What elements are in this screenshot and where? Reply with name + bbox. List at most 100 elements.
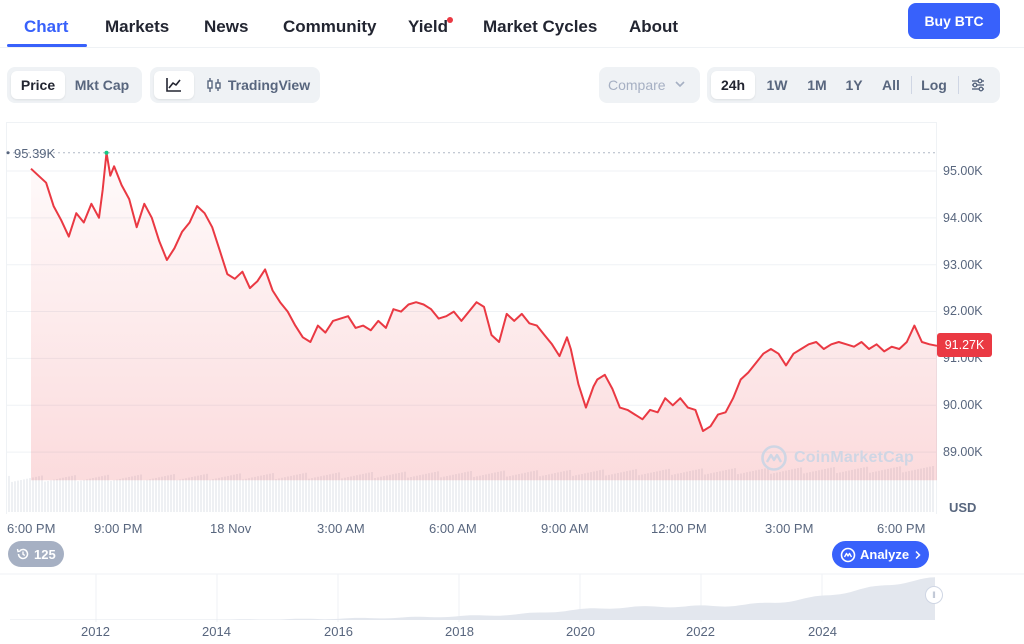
volume-bar <box>608 474 610 512</box>
volume-bar <box>893 467 895 512</box>
tradingview-label: TradingView <box>227 77 311 93</box>
overview-year-label: 2014 <box>202 624 231 639</box>
volume-bar <box>416 475 418 512</box>
volume-bar <box>728 469 730 512</box>
volume-bar <box>878 470 880 512</box>
volume-bar <box>884 469 886 512</box>
volume-bar <box>137 475 139 512</box>
volume-bar <box>716 471 718 512</box>
volume-bar <box>233 474 235 512</box>
volume-bar <box>914 469 916 512</box>
line-chart-button[interactable] <box>154 71 194 99</box>
grip-icon: ‖ <box>932 590 936 600</box>
tab-markets[interactable]: Markets <box>105 17 170 36</box>
max-price-label: 95.39K <box>14 146 56 161</box>
volume-bar <box>638 475 640 512</box>
history-overview-chart[interactable] <box>0 570 1024 622</box>
volume-bar <box>836 473 838 512</box>
volume-bar <box>335 473 337 512</box>
x-tick-label: 6:00 PM <box>7 521 56 536</box>
volume-bar <box>56 479 58 512</box>
range-all[interactable]: All <box>882 77 900 93</box>
volume-bar <box>671 474 673 512</box>
volume-bar <box>740 473 742 512</box>
volume-bar <box>266 474 268 512</box>
range-24h[interactable]: 24h <box>711 71 755 99</box>
mktcap-button[interactable]: Mkt Cap <box>74 77 130 93</box>
volume-bar <box>758 469 760 512</box>
analyze-button[interactable]: Analyze <box>832 541 929 568</box>
tab-market-cycles[interactable]: Market Cycles <box>483 17 598 36</box>
volume-bar <box>146 479 148 512</box>
volume-bar <box>800 467 802 512</box>
volume-bar <box>536 470 538 512</box>
volume-bar <box>452 474 454 512</box>
volume-bar <box>377 477 379 512</box>
range-1y[interactable]: 1Y <box>845 77 863 93</box>
volume-bar <box>374 477 376 512</box>
compare-dropdown[interactable]: Compare <box>599 67 700 103</box>
volume-bar <box>509 475 511 512</box>
volume-bar <box>182 478 184 512</box>
volume-bar <box>434 471 436 512</box>
volume-bar <box>203 474 205 512</box>
volume-bar <box>521 473 523 512</box>
volume-bar <box>422 474 424 512</box>
tab-news[interactable]: News <box>204 17 249 36</box>
tab-chart[interactable]: Chart <box>24 17 69 36</box>
chart-settings-button[interactable] <box>961 71 995 99</box>
volume-bar <box>269 473 271 512</box>
volume-bar <box>902 472 904 512</box>
volume-bar <box>686 471 688 512</box>
volume-bar <box>275 479 277 512</box>
price-area <box>31 152 937 481</box>
tab-community[interactable]: Community <box>283 17 377 36</box>
buy-btc-button[interactable]: Buy BTC <box>908 3 1000 39</box>
range-slider-handle[interactable]: ‖ <box>925 586 943 604</box>
volume-bar <box>806 472 808 512</box>
price-chart[interactable] <box>0 0 1024 520</box>
volume-bar <box>584 473 586 512</box>
volume-bar <box>272 473 274 512</box>
volume-bar <box>77 481 79 512</box>
volume-bar <box>239 473 241 512</box>
y-tick-label: 90.00K <box>943 398 983 412</box>
volume-bar <box>854 469 856 512</box>
volume-bar <box>323 475 325 512</box>
volume-bar <box>866 466 868 512</box>
volume-bar <box>683 472 685 512</box>
volume-bar <box>65 477 67 512</box>
volume-bar <box>911 470 913 512</box>
currency-label: USD <box>949 500 977 515</box>
price-button[interactable]: Price <box>11 71 65 99</box>
volume-bar <box>512 475 514 512</box>
tradingview-button[interactable]: TradingView <box>200 71 316 99</box>
volume-bar <box>785 470 787 512</box>
volume-bar <box>743 472 745 512</box>
range-1w[interactable]: 1W <box>766 77 788 93</box>
volume-bar <box>872 472 874 512</box>
volume-bar <box>248 478 250 512</box>
volume-bar <box>530 471 532 512</box>
y-tick-label: 89.00K <box>943 445 983 459</box>
volume-bar <box>791 469 793 512</box>
volume-bar <box>710 473 712 512</box>
tab-about[interactable]: About <box>629 17 679 36</box>
volume-bar <box>194 476 196 512</box>
volume-bar <box>455 474 457 512</box>
chart-type-toggle: TradingView <box>150 67 320 103</box>
volume-bar <box>575 475 577 512</box>
history-count-badge[interactable]: 125 <box>8 541 64 567</box>
volume-bar <box>413 476 415 512</box>
volume-bar <box>677 473 679 512</box>
range-1m[interactable]: 1M <box>807 77 827 93</box>
volume-bar <box>848 470 850 512</box>
volume-bar <box>488 473 490 512</box>
tab-yield[interactable]: Yield <box>408 17 448 36</box>
price-line <box>30 151 938 432</box>
log-scale-button[interactable]: Log <box>921 77 947 93</box>
volume-bar <box>794 468 796 512</box>
volume-bar <box>581 473 583 512</box>
overview-area <box>10 577 935 620</box>
volume-bar <box>566 470 568 512</box>
